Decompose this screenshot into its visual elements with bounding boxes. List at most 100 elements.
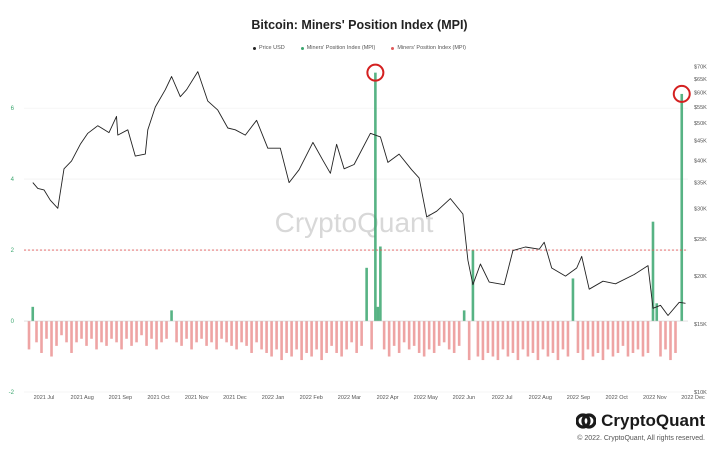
mpi-bar [680, 93, 684, 322]
mpi-bar [374, 72, 377, 322]
x-tick-label: 2021 Oct [147, 395, 170, 401]
right-axis: $70K $65K $60K $55K $50K $45K $40K $35K $30K $25K… [694, 65, 707, 396]
mpi-bar [340, 321, 343, 357]
mpi-bar [521, 321, 525, 350]
legend-item-price[interactable]: Price USD [253, 45, 285, 51]
x-tick-label: 2022 Aug [529, 395, 552, 401]
mpi-bar [641, 321, 645, 357]
mpi-bar [310, 321, 313, 357]
chart-legend: Price USD Miners' Position Index (MPI) M… [0, 45, 719, 51]
mpi-bar [586, 321, 590, 350]
mpi-bar [481, 321, 485, 361]
mpi-bar [601, 321, 605, 361]
x-tick-label: 2022 Oct [605, 395, 628, 401]
x-tick-label: 2022 Nov [643, 395, 667, 401]
mpi-bar [50, 321, 53, 357]
x-tick-label: 2022 Apr [377, 395, 399, 401]
mpi-bar [185, 321, 188, 339]
legend-swatch-mpi-negative [391, 46, 395, 50]
mpi-bar [305, 321, 308, 353]
legend-swatch-mpi-positive [300, 46, 304, 50]
mpi-bar [45, 321, 48, 339]
right-tick-label: $15K [694, 322, 707, 328]
mpi-bar [452, 321, 456, 353]
legend-item-mpi-negative[interactable]: Miners' Position Index (MPI) [391, 45, 466, 51]
mpi-bar [365, 267, 368, 322]
mpi-bar [230, 321, 233, 346]
mpi-bar [325, 321, 328, 353]
mpi-bar [240, 321, 243, 343]
mpi-bar [260, 321, 263, 350]
mpi-bar [664, 321, 667, 350]
mpi-bar [100, 321, 103, 343]
x-tick-label: 2022 Feb [300, 395, 323, 401]
mpi-bar [546, 321, 550, 357]
mpi-bar [55, 321, 58, 346]
mpi-bar [265, 321, 268, 353]
x-tick-label: 2021 Aug [71, 395, 94, 401]
mpi-bar [397, 321, 401, 353]
watermark: CryptoQuant [275, 207, 434, 238]
mpi-bar [571, 278, 575, 322]
mpi-bar [330, 321, 333, 346]
x-tick-label: 2022 Mar [338, 395, 361, 401]
mpi-bar [80, 321, 83, 339]
x-tick-label: 2022 Jun [453, 395, 476, 401]
cryptoquant-logo-icon [576, 413, 597, 429]
mpi-bar [576, 321, 580, 353]
mpi-bar [165, 321, 168, 339]
mpi-bar [300, 321, 303, 361]
mpi-bar [596, 321, 600, 353]
legend-item-mpi-positive[interactable]: Miners' Position Index (MPI) [300, 45, 376, 51]
legend-label-mpi-positive: Miners' Position Index (MPI) [306, 45, 376, 51]
mpi-bar [225, 321, 228, 343]
mpi-bar [255, 321, 258, 343]
mpi-bar [35, 321, 38, 343]
mpi-bar [170, 310, 173, 322]
legend-label-mpi-negative: Miners' Position Index (MPI) [397, 45, 466, 51]
highlight-circle-1 [672, 84, 691, 103]
mpi-bar [556, 321, 560, 361]
mpi-bar [31, 306, 35, 322]
mpi-bar [651, 221, 655, 322]
mpi-bar [350, 321, 353, 343]
mpi-bar [581, 321, 585, 361]
mpi-bar [65, 321, 68, 343]
mpi-bar [506, 321, 510, 357]
mpi-bar [215, 321, 218, 350]
mpi-bar [235, 321, 238, 350]
mpi-bar [407, 321, 411, 350]
mpi-bar [531, 321, 535, 353]
mpi-bar [120, 321, 123, 350]
mpi-bar [115, 321, 118, 343]
mpi-bar [626, 321, 630, 357]
cryptoquant-logo-text: CryptoQuant [601, 411, 705, 430]
left-tick-label: 6 [11, 106, 15, 112]
left-tick-label: 0 [11, 319, 15, 325]
x-tick-label: 2021 Sep [109, 395, 133, 401]
right-tick-label: $20K [694, 274, 707, 280]
mpi-bar [379, 246, 382, 322]
mpi-bar [616, 321, 620, 353]
right-tick-label: $60K [694, 90, 707, 96]
mpi-bar [205, 321, 208, 346]
mpi-bar [335, 321, 338, 353]
mpi-bar [220, 321, 223, 339]
mpi-bar [536, 321, 540, 361]
x-tick-label: 2022 May [414, 395, 438, 401]
mpi-bar [190, 321, 193, 350]
mpi-bar [606, 321, 610, 350]
mpi-bar [315, 321, 318, 350]
mpi-bar [110, 321, 113, 339]
mpi-bar [471, 250, 475, 322]
mpi-bar [591, 321, 595, 357]
mpi-bar [40, 321, 43, 353]
right-tick-label: $65K [694, 77, 707, 83]
right-tick-label: $25K [694, 237, 707, 243]
copyright-text: © 2022. CryptoQuant, All rights reserved… [577, 435, 705, 442]
mpi-bar [491, 321, 495, 357]
mpi-bar [155, 321, 158, 350]
mpi-bar [275, 321, 278, 350]
mpi-bar [250, 321, 253, 353]
right-tick-label: $55K [694, 105, 707, 111]
